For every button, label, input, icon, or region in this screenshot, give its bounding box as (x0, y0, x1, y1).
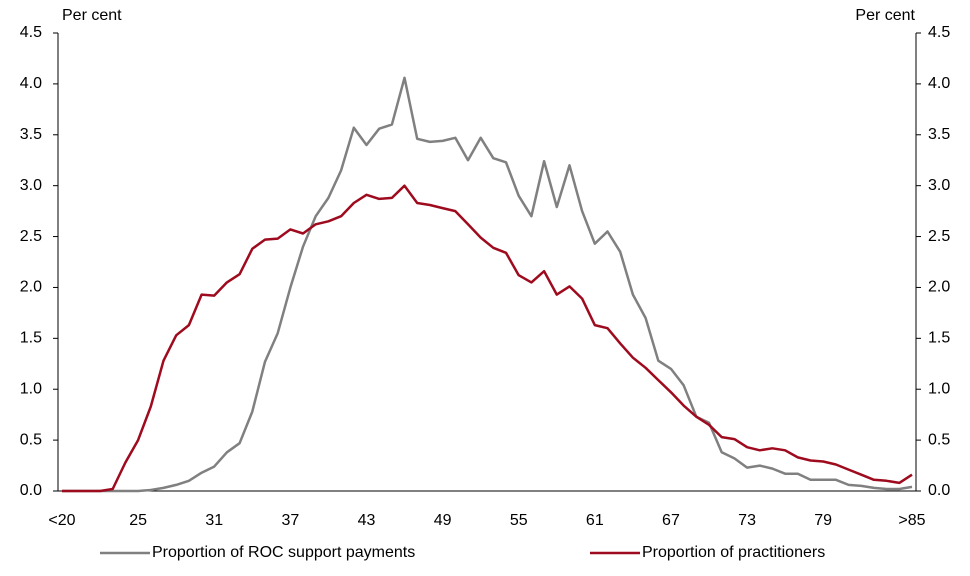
y-tick-label: 0.5 (20, 431, 42, 448)
y2-tick-label: 4.0 (928, 75, 950, 92)
y2-tick-label: 3.5 (928, 126, 950, 143)
y-tick-label: 3.5 (20, 126, 42, 143)
y-tick-label: 4.0 (20, 75, 42, 92)
y-tick-label: 3.0 (20, 177, 42, 194)
y2-tick-label: 3.0 (928, 177, 950, 194)
x-tick-label: 49 (434, 512, 452, 529)
series-line (62, 76, 913, 493)
y2-tick-label: 2.0 (928, 279, 950, 296)
x-tick-label: 55 (510, 512, 528, 529)
y2-tick-label: 0.5 (928, 431, 950, 448)
x-tick-label: 79 (814, 512, 832, 529)
x-tick-label: 31 (205, 512, 223, 529)
y2-tick-label: 2.5 (928, 228, 950, 245)
x-tick-label: 43 (358, 512, 376, 529)
y2-axis-label: Per cent (855, 7, 915, 24)
y-tick-label: 2.0 (20, 279, 42, 296)
y-tick-label: 2.5 (20, 228, 42, 245)
y-tick-label: 0.0 (20, 482, 42, 499)
y-tick-label: 1.0 (20, 380, 42, 397)
y-axis-label: Per cent (62, 7, 122, 24)
x-tick-label: 73 (738, 512, 756, 529)
y2-tick-label: 4.5 (928, 24, 950, 41)
y-tick-label: 4.5 (20, 24, 42, 41)
y2-tick-label: 0.0 (928, 482, 950, 499)
series-line (62, 184, 913, 493)
x-tick-label: 25 (129, 512, 147, 529)
x-tick-label: >85 (898, 512, 925, 529)
y2-tick-label: 1.5 (928, 330, 950, 347)
legend-label: Proportion of practitioners (642, 544, 825, 561)
x-tick-label: 67 (662, 512, 680, 529)
x-tick-label: 37 (281, 512, 299, 529)
y-tick-label: 1.5 (20, 330, 42, 347)
legend-label: Proportion of ROC support payments (152, 544, 415, 561)
x-tick-label: 61 (586, 512, 604, 529)
y2-tick-label: 1.0 (928, 380, 950, 397)
x-tick-label: <20 (48, 512, 75, 529)
